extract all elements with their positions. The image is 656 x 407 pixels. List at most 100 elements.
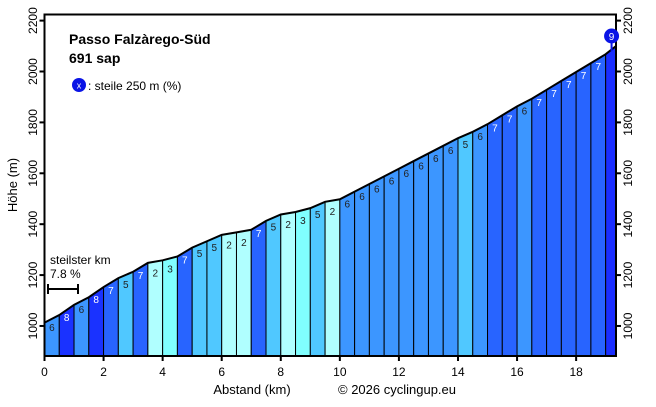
- gradient-label: 8: [93, 295, 99, 306]
- chart-subtitle: 691 sap: [69, 50, 120, 66]
- segment-bar: [590, 53, 607, 357]
- y-tick-label-left: 1200: [26, 261, 40, 288]
- gradient-label: 7: [138, 271, 144, 282]
- legend-marker-icon: [72, 78, 86, 92]
- legend-label: : steile 250 m (%): [88, 79, 181, 93]
- y-axis-label: Höhe (m): [5, 158, 20, 212]
- gradient-label: 7: [256, 229, 262, 240]
- steepest-km-scale-bar: [47, 284, 79, 294]
- y-tick-label-left: 2200: [26, 7, 40, 34]
- steepest-km-label: steilster km: [50, 253, 111, 267]
- gradient-label: 6: [49, 323, 55, 334]
- segment-bar: [472, 123, 489, 357]
- gradient-label: 2: [241, 238, 247, 249]
- x-tick-label: 14: [451, 365, 465, 379]
- gradient-label: 2: [226, 240, 232, 251]
- gradient-label: 7: [595, 62, 601, 73]
- gradient-label: 5: [271, 223, 277, 234]
- gradient-label: 5: [315, 210, 321, 221]
- segment-bar: [487, 114, 503, 357]
- segment-bar: [339, 190, 356, 357]
- y-tick-label-right: 1000: [621, 312, 635, 339]
- gradient-label: 6: [359, 192, 365, 203]
- x-tick-label: 0: [41, 365, 48, 379]
- gradient-label: 3: [300, 216, 306, 227]
- steepest-km-value: 7.8 %: [50, 267, 81, 281]
- segment-bar: [546, 80, 562, 357]
- chart-title: Passo Falzàrego-Süd: [69, 31, 211, 47]
- gradient-label: 6: [477, 132, 483, 143]
- segment-bar: [560, 71, 577, 357]
- segment-bar: [575, 62, 592, 357]
- y-tick-label-right: 1600: [621, 160, 635, 187]
- x-axis: 0 2 4 6 8 10 12 14 16 18: [41, 356, 583, 379]
- segment-bar: [265, 213, 282, 357]
- credit: © 2026 cyclingup.eu: [338, 382, 456, 397]
- gradient-label: 7: [581, 71, 587, 82]
- segment-bar: [295, 207, 311, 357]
- segments: [44, 45, 617, 357]
- segment-bar: [442, 137, 459, 357]
- gradient-label: 6: [374, 184, 380, 195]
- x-axis-label: Abstand (km): [213, 382, 290, 397]
- y-tick-label-right: 1400: [621, 211, 635, 238]
- y-tick-label-right: 2200: [621, 7, 635, 34]
- segment-bar: [457, 131, 474, 357]
- profile-line: [44, 45, 617, 324]
- y-tick-label-left: 1000: [26, 312, 40, 339]
- x-tick-label: 16: [510, 365, 524, 379]
- gradient-label: 5: [463, 140, 469, 151]
- gradient-label: 8: [64, 313, 70, 324]
- gradient-label: 2: [330, 207, 336, 218]
- gradient-label: 2: [152, 268, 158, 279]
- y-tick-label-left: 1600: [26, 160, 40, 187]
- x-tick-label: 10: [333, 365, 347, 379]
- segment-bar: [250, 219, 267, 357]
- segment-bar: [280, 211, 297, 357]
- gradient-label: 6: [404, 169, 410, 180]
- segment-bar: [501, 105, 518, 357]
- gradient-label: 6: [448, 146, 454, 157]
- x-tick-label: 6: [218, 365, 225, 379]
- segment-bar: [309, 201, 326, 357]
- segment-bar: [413, 152, 429, 357]
- marker-value: 9: [609, 32, 615, 43]
- y-tick-label-right: 1800: [621, 109, 635, 136]
- y-tick-label-right: 1200: [621, 261, 635, 288]
- x-tick-label: 2: [100, 365, 107, 379]
- gradient-label: 7: [507, 114, 513, 125]
- x-tick-label: 18: [569, 365, 583, 379]
- segment-bar: [427, 144, 444, 357]
- segment-bar: [354, 183, 370, 357]
- legend-marker-symbol: x: [77, 81, 82, 91]
- plot-frame: [43, 13, 617, 357]
- x-tick-label: 8: [277, 365, 284, 379]
- segment-bar: [516, 97, 533, 357]
- gradient-label: 7: [108, 286, 114, 297]
- gradient-label: 6: [418, 161, 424, 172]
- steepest-250m-marker: 9: [604, 28, 620, 52]
- segment-bar: [605, 45, 617, 357]
- marker-circle: [604, 28, 620, 44]
- segment-bar: [398, 160, 415, 357]
- gradient-label: 7: [492, 123, 498, 134]
- gradient-label: 6: [344, 200, 350, 211]
- gradient-label: 6: [522, 107, 528, 118]
- segment-bar: [324, 198, 341, 357]
- gradient-label: 3: [167, 265, 173, 276]
- segment-bar: [368, 175, 385, 357]
- y-tick-label-left: 2000: [26, 58, 40, 85]
- gradient-label: 5: [212, 243, 218, 254]
- gradient-label: 5: [197, 249, 203, 260]
- gradient-label: 6: [79, 305, 85, 316]
- x-tick-label: 12: [392, 365, 406, 379]
- gradient-label: 7: [566, 80, 572, 91]
- gradient-label: 2: [285, 220, 291, 231]
- gradient-label: 6: [433, 154, 439, 165]
- gradient-label: 7: [182, 256, 188, 267]
- gradient-label: 5: [123, 280, 129, 291]
- y-tick-label-right: 2000: [621, 58, 635, 85]
- gradient-label: 6: [389, 177, 395, 188]
